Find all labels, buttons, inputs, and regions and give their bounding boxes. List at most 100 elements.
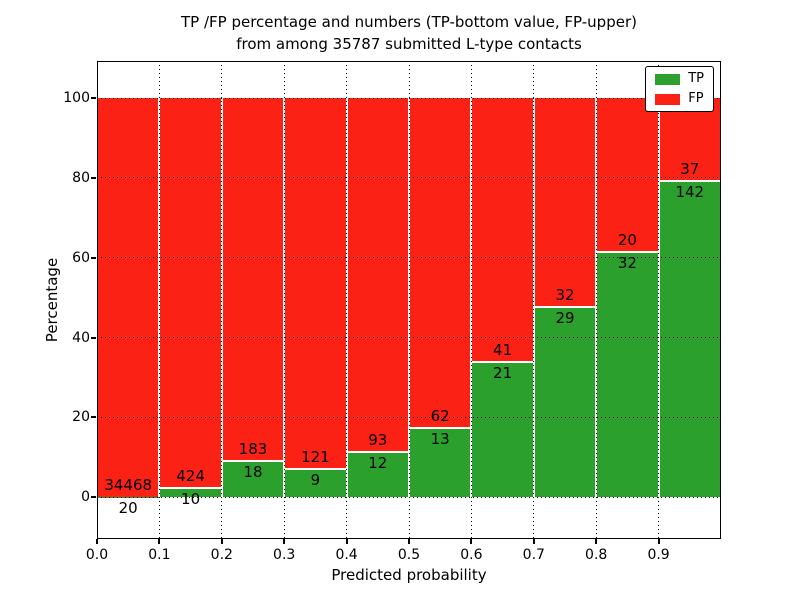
y-tick-label-100: 100 — [63, 90, 90, 107]
y-tick-label-60: 60 — [72, 249, 90, 266]
legend: TP FP — [645, 66, 714, 112]
bar-segment-fp-6 — [471, 98, 534, 362]
x-tick-label-0.6: 0.6 — [460, 547, 483, 563]
tp-count-label-9: 142 — [675, 182, 705, 201]
bar-boundary-7 — [533, 306, 597, 309]
tp-color-swatch — [655, 73, 681, 85]
bar-segment-tp-1 — [159, 487, 222, 498]
bar-boundary-2 — [221, 460, 285, 463]
bar-boundary-4 — [346, 450, 409, 453]
bar-segment-fp-0 — [97, 98, 160, 497]
fp-count-label-3: 121 — [301, 448, 330, 467]
bar-segment-fp-1 — [159, 98, 222, 488]
bar-boundary-6 — [471, 360, 534, 363]
tp-count-label-4: 12 — [368, 453, 388, 472]
bar-boundary-3 — [284, 468, 347, 471]
fp-count-label-9: 37 — [680, 159, 700, 178]
legend-label-fp: FP — [688, 91, 704, 106]
gridline-v-0.9 — [658, 61, 660, 539]
x-tick-0.6 — [470, 539, 473, 544]
bar-segment-tp-5 — [409, 427, 472, 498]
tp-count-label-7: 29 — [555, 309, 575, 328]
x-tick-label-0.7: 0.7 — [522, 547, 545, 563]
y-tick-0 — [91, 496, 96, 499]
tp-count-label-2: 18 — [243, 463, 263, 482]
y-tick-label-20: 20 — [72, 409, 90, 426]
gridline-v-0.2 — [221, 61, 223, 539]
chart-title-line2: from among 35787 submitted L-type contac… — [236, 35, 582, 53]
bar-boundary-1 — [159, 486, 222, 489]
gridline-v-0.3 — [283, 61, 285, 539]
x-tick-0.2 — [220, 539, 223, 544]
x-tick-0.9 — [657, 539, 660, 544]
x-tick-label-0.8: 0.8 — [585, 547, 608, 563]
fp-count-label-5: 62 — [430, 406, 450, 425]
bar-segment-fp-5 — [409, 98, 472, 428]
x-tick-0.5 — [408, 539, 410, 544]
fp-color-swatch — [655, 93, 681, 105]
x-tick-0.1 — [158, 539, 161, 544]
bar-segment-tp-2 — [221, 461, 285, 498]
y-tick-label-80: 80 — [72, 169, 90, 186]
fp-count-label-4: 93 — [368, 430, 388, 449]
tp-count-label-3: 9 — [310, 471, 321, 490]
gridline-v-0.7 — [533, 61, 535, 539]
y-tick-label-40: 40 — [72, 329, 90, 346]
y-tick-100 — [91, 97, 96, 100]
x-tick-label-0.2: 0.2 — [210, 547, 233, 563]
bar-segment-tp-8 — [596, 251, 659, 498]
y-tick-20 — [91, 416, 96, 419]
plot-area: 34468 20 424 10 183 18 121 9 93 12 62 13 41 21 32 29 20 3… — [97, 61, 721, 539]
chart-title: TP /FP percentage and numbers (TP-bottom… — [97, 11, 721, 55]
fp-count-label-0: 34468 — [104, 475, 153, 494]
y-tick-40 — [91, 336, 96, 339]
gridline-v-0.8 — [595, 61, 597, 539]
bar-segment-tp-7 — [533, 307, 597, 498]
gridline-v-0.4 — [346, 61, 348, 539]
chart-title-line1: TP /FP percentage and numbers (TP-bottom… — [181, 13, 637, 31]
legend-item-fp: FP — [655, 92, 704, 106]
bar-segment-tp-3 — [284, 469, 347, 498]
fp-count-label-6: 41 — [493, 340, 513, 359]
x-tick-0.7 — [532, 539, 535, 544]
fp-count-label-1: 424 — [176, 466, 205, 485]
x-tick-label-0.4: 0.4 — [335, 547, 358, 563]
x-tick-0.0 — [96, 539, 98, 544]
x-tick-label-0.0: 0.0 — [85, 547, 109, 563]
tp-count-label-8: 32 — [617, 253, 637, 272]
gridline-v-0.1 — [158, 61, 160, 539]
bar-boundary-9 — [658, 179, 721, 182]
fp-count-label-7: 32 — [555, 286, 575, 305]
tp-count-label-1: 10 — [181, 489, 201, 508]
x-tick-label-0.9: 0.9 — [647, 547, 670, 563]
tp-count-label-5: 13 — [430, 429, 450, 448]
x-tick-0.8 — [595, 539, 598, 544]
fp-count-label-2: 183 — [238, 440, 268, 459]
bar-segment-fp-2 — [221, 98, 285, 462]
x-tick-0.4 — [345, 539, 348, 544]
x-axis-label: Predicted probability — [331, 566, 487, 584]
bar-segment-tp-9 — [658, 180, 721, 498]
bar-segment-fp-4 — [346, 98, 409, 452]
bar-boundary-8 — [596, 250, 659, 253]
bar-segment-tp-6 — [471, 361, 534, 498]
legend-label-tp: TP — [688, 71, 704, 86]
bar-segment-fp-3 — [284, 98, 347, 470]
fp-count-label-8: 20 — [617, 230, 637, 249]
bar-boundary-5 — [409, 426, 472, 429]
x-tick-label-0.3: 0.3 — [273, 547, 296, 563]
x-tick-0.3 — [283, 539, 286, 544]
tp-count-label-6: 21 — [493, 363, 513, 382]
tp-count-label-0: 20 — [118, 498, 138, 517]
x-tick-label-0.5: 0.5 — [397, 547, 421, 563]
gridline-v-0.6 — [470, 61, 472, 539]
legend-item-tp: TP — [655, 72, 704, 86]
bar-segment-tp-4 — [346, 451, 409, 498]
y-tick-80 — [91, 176, 96, 179]
bar-segment-fp-7 — [533, 98, 597, 308]
y-tick-label-0: 0 — [81, 489, 90, 506]
y-tick-60 — [91, 256, 96, 259]
x-tick-label-0.1: 0.1 — [148, 547, 171, 563]
gridline-v-0.5 — [408, 61, 410, 539]
